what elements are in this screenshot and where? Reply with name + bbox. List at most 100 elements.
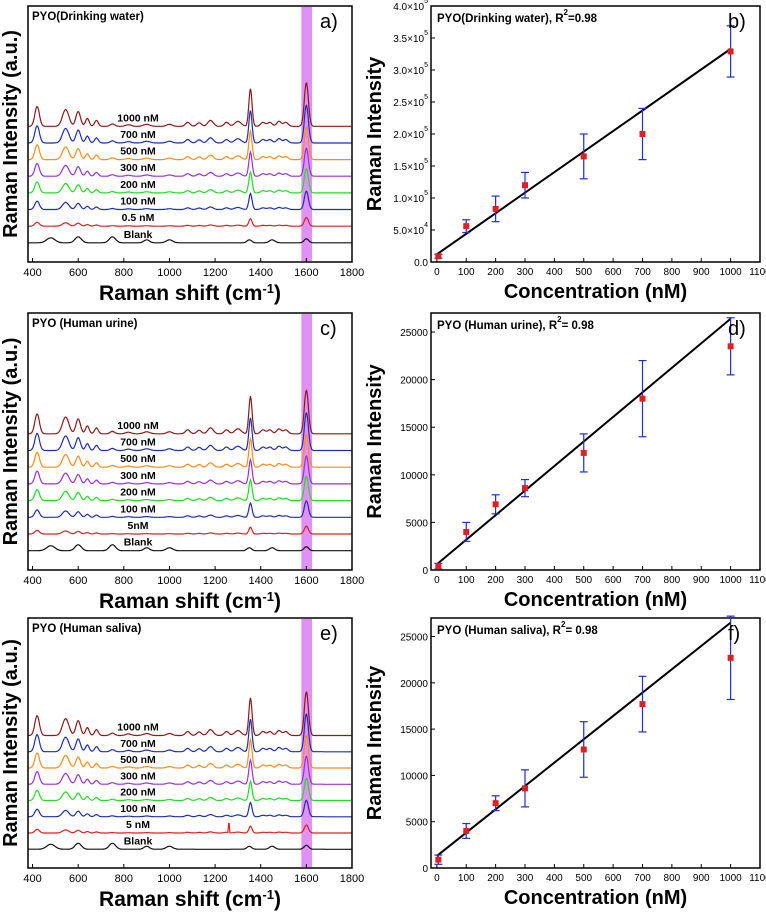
x-tick-label: 300 [517, 575, 534, 586]
data-point [435, 563, 442, 570]
x-tick-label: 1600 [294, 873, 318, 885]
trace-label: 700 nM [120, 436, 156, 448]
y-tick-label: 0.0 [414, 258, 428, 269]
trace-label: 1000 nM [117, 420, 159, 432]
panel-title: PYO(Drinking water) [32, 11, 144, 23]
plot-frame [27, 312, 353, 571]
x-tick-label: 300 [517, 873, 534, 884]
y-tick-label: 25000 [400, 633, 428, 644]
panel-letter: a) [320, 11, 338, 33]
x-tick-label: 800 [115, 267, 133, 279]
x-tick-label: 200 [487, 267, 504, 278]
trace-1000nm [28, 81, 352, 127]
y-tick-label: 3.0×105 [393, 62, 428, 77]
trace-700nm [28, 411, 352, 452]
x-axis-label: Raman shift (cm-1) [99, 281, 281, 305]
trace-100nm [28, 799, 352, 818]
y-tick-label: 15000 [400, 725, 428, 736]
x-tick-label: 1000 [157, 267, 181, 279]
data-point [435, 253, 442, 260]
data-point [580, 449, 587, 456]
x-tick-label: 900 [693, 873, 710, 884]
y-tick-label: 5000 [406, 518, 429, 529]
y-tick-label: 0 [422, 566, 428, 577]
y-tick-label: 2.5×105 [393, 94, 428, 109]
data-point [727, 343, 734, 350]
y-tick-label: 15000 [400, 423, 428, 434]
x-tick-label: 800 [664, 873, 681, 884]
y-tick-label: 0 [422, 864, 428, 875]
panel-title: PYO (Human saliva) [32, 623, 141, 635]
y-tick-label: 5000 [406, 818, 429, 829]
data-point [639, 701, 646, 708]
data-point [522, 485, 528, 492]
x-tick-label: 300 [517, 267, 534, 278]
data-point [463, 528, 470, 535]
trace-label: 500 nM [120, 754, 156, 766]
data-point [463, 827, 470, 834]
x-tick-label: 600 [605, 873, 622, 884]
x-tick-label: 1000 [157, 873, 181, 885]
y-axis-label: Raman Intensity (a.u.) [0, 639, 22, 847]
data-point [639, 131, 646, 137]
trace-5nm [28, 525, 352, 535]
x-tick-label: 200 [487, 575, 504, 586]
y-tick-label: 10000 [400, 471, 428, 482]
trace-label: 300 nM [120, 770, 156, 782]
x-tick-label: 1000 [720, 267, 743, 278]
plot-frame [430, 312, 761, 571]
x-axis-label: Concentration (nM) [504, 281, 687, 303]
data-point [492, 205, 499, 212]
trace-300nm [28, 147, 352, 177]
x-tick-label: 700 [634, 267, 651, 278]
panel-letter: c) [320, 318, 337, 340]
trace-label: 700 nM [120, 738, 156, 750]
x-tick-label: 1600 [294, 575, 318, 587]
data-point [522, 785, 528, 792]
trace-label: Blank [124, 835, 153, 847]
x-tick-label: 1200 [203, 873, 227, 885]
x-tick-label: 100 [458, 575, 475, 586]
trace-300nm [28, 755, 352, 785]
y-tick-label: 4.0×105 [393, 0, 428, 13]
trace-label: 500 nM [120, 453, 156, 465]
y-tick-label: 20000 [400, 376, 428, 387]
x-tick-label: 1400 [248, 267, 272, 279]
trace-1000nm [28, 389, 352, 435]
trace-label: 100 nM [120, 503, 156, 515]
x-tick-label: 1000 [720, 873, 743, 884]
data-point [492, 501, 499, 508]
data-point [463, 223, 470, 230]
plot-frame [27, 617, 353, 869]
x-tick-label: 400 [23, 873, 41, 885]
x-axis-label: Raman shift (cm-1) [99, 887, 281, 911]
panel-letter: f) [728, 623, 740, 645]
y-tick-label: 1.5×105 [393, 158, 428, 173]
x-tick-label: 500 [575, 873, 592, 884]
x-tick-label: 800 [115, 873, 133, 885]
data-point [580, 746, 587, 753]
trace-label: Blank [124, 537, 153, 549]
panel-letter: e) [320, 623, 338, 645]
plot-frame [430, 617, 761, 869]
panel-letter: d) [728, 318, 746, 340]
x-tick-label: 600 [69, 873, 87, 885]
trace-label: 200 nM [120, 487, 156, 499]
trace-700nm [28, 712, 352, 753]
spectrum-panel-0: 1000 nM 700 nM 500 nM 300 nM 200 nM 100 nM 0.5… [0, 5, 364, 305]
data-point [492, 800, 499, 807]
highlight-band [301, 619, 313, 867]
panel-title: PYO(Drinking water), R2=0.98 [437, 8, 598, 25]
x-tick-label: 1200 [203, 575, 227, 587]
data-point [727, 48, 734, 55]
x-tick-label: 1800 [340, 267, 364, 279]
trace-label: 200 nM [120, 179, 156, 191]
trace-100nm [28, 190, 352, 211]
trace-blank [28, 842, 352, 850]
trace-label: 700 nM [120, 129, 156, 141]
y-axis-label: Raman Intensity [364, 56, 386, 211]
trace-label: 1000 nM [117, 722, 159, 734]
